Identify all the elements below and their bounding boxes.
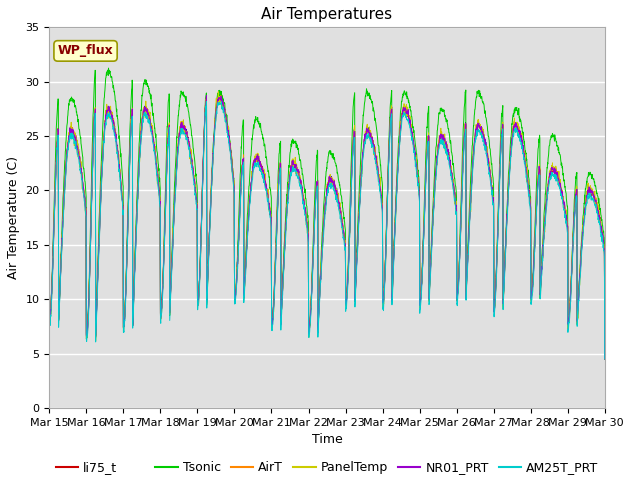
li77_temp (344, 287, 351, 293)
PanelTemp (355, 210, 363, 216)
li77_temp (601, 356, 609, 362)
li77_temp (489, 194, 497, 200)
li75_t (601, 356, 609, 362)
AirT (552, 169, 559, 175)
AM25T_PRT (203, 98, 211, 104)
AirT (45, 322, 53, 328)
AirT (217, 93, 225, 98)
PanelTemp (568, 273, 575, 279)
Line: li75_t: li75_t (49, 96, 605, 359)
Y-axis label: Air Temperature (C): Air Temperature (C) (7, 156, 20, 279)
PanelTemp (344, 294, 351, 300)
AM25T_PRT (355, 215, 363, 221)
Line: AM25T_PRT: AM25T_PRT (49, 101, 605, 359)
Tsonic (200, 117, 208, 122)
li75_t (200, 129, 208, 135)
X-axis label: Time: Time (312, 433, 342, 446)
li77_temp (355, 209, 363, 215)
Tsonic (105, 65, 113, 71)
NR01_PRT (489, 195, 497, 201)
AirT (489, 192, 497, 198)
NR01_PRT (355, 208, 363, 214)
li77_temp (200, 128, 208, 134)
Title: Air Temperatures: Air Temperatures (262, 7, 392, 22)
Tsonic (489, 172, 497, 178)
Tsonic (355, 187, 363, 193)
NR01_PRT (568, 277, 575, 283)
Line: NR01_PRT: NR01_PRT (49, 96, 605, 359)
PanelTemp (45, 317, 53, 323)
NR01_PRT (203, 93, 211, 98)
li77_temp (552, 167, 559, 173)
AM25T_PRT (45, 324, 53, 329)
Tsonic (568, 276, 575, 282)
PanelTemp (489, 196, 497, 202)
PanelTemp (200, 133, 208, 139)
AirT (601, 356, 609, 362)
PanelTemp (552, 163, 559, 169)
li77_temp (203, 92, 211, 98)
Line: AirT: AirT (49, 96, 605, 359)
Text: WP_flux: WP_flux (58, 45, 113, 58)
PanelTemp (214, 89, 222, 95)
AirT (200, 130, 208, 135)
Line: Tsonic: Tsonic (49, 68, 605, 359)
Tsonic (552, 138, 559, 144)
Tsonic (601, 356, 609, 362)
NR01_PRT (45, 319, 53, 325)
AirT (568, 276, 575, 282)
AM25T_PRT (344, 293, 351, 299)
li75_t (489, 193, 497, 199)
Tsonic (344, 286, 351, 292)
li75_t (355, 208, 363, 214)
li77_temp (45, 320, 53, 325)
AirT (344, 287, 351, 292)
AM25T_PRT (200, 135, 208, 141)
AM25T_PRT (568, 284, 575, 289)
Line: li77_temp: li77_temp (49, 95, 605, 359)
li75_t (568, 279, 575, 285)
Tsonic (45, 319, 53, 324)
li75_t (203, 93, 211, 99)
Legend: li75_t, li77_temp, Tsonic, AirT, PanelTemp, NR01_PRT, AM25T_PRT: li75_t, li77_temp, Tsonic, AirT, PanelTe… (51, 456, 604, 480)
AM25T_PRT (489, 200, 497, 206)
li75_t (45, 319, 53, 325)
li77_temp (568, 278, 575, 284)
NR01_PRT (200, 130, 208, 135)
Line: PanelTemp: PanelTemp (49, 92, 605, 359)
li75_t (552, 168, 559, 173)
AM25T_PRT (601, 356, 609, 362)
PanelTemp (601, 356, 609, 362)
NR01_PRT (344, 289, 351, 295)
AM25T_PRT (552, 173, 559, 179)
li75_t (344, 287, 351, 293)
NR01_PRT (552, 167, 559, 172)
NR01_PRT (601, 356, 609, 362)
AirT (355, 207, 363, 213)
